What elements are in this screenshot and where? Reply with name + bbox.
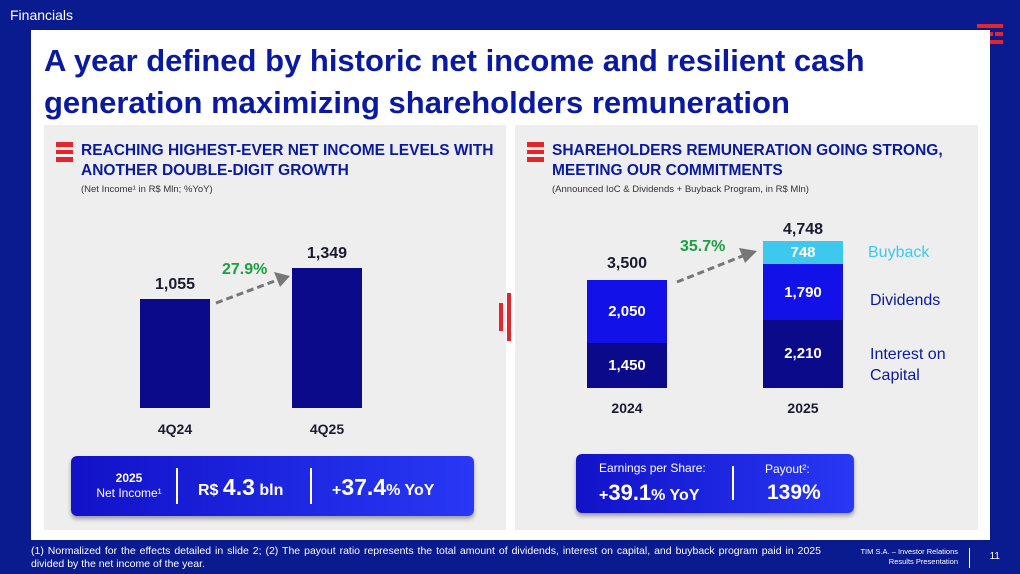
legend-dividends: Dividends	[870, 292, 941, 309]
value-label-4q24: 1,055	[154, 276, 196, 293]
eps-number: 39.1	[608, 480, 652, 505]
yoy-suffix: % YoY	[386, 482, 435, 499]
bar-2024-ioc: 1,450	[587, 343, 667, 388]
segment-label: 2,050	[608, 303, 646, 321]
segment-label: 1,790	[784, 283, 822, 301]
page-number: 11	[989, 551, 1000, 562]
value-label-4q25: 1,349	[306, 245, 348, 262]
eps-prefix: +	[599, 487, 609, 504]
yoy-value: 37.4	[341, 474, 387, 500]
payout-value: 139%	[767, 481, 821, 504]
tim-mark-icon	[56, 142, 73, 162]
category-label-4q24: 4Q24	[157, 421, 193, 437]
summary-divider	[176, 468, 178, 504]
net-income-subtitle: (Net Income¹ in R$ Mln; %YoY)	[81, 184, 213, 195]
footnote: (1) Normalized for the effects detailed …	[31, 545, 821, 570]
slide-title: A year defined by historic net income an…	[44, 43, 865, 120]
eps-label: Earnings per Share:	[599, 461, 706, 475]
section-label: Financials	[10, 7, 74, 23]
eps-suffix: % YoY	[651, 487, 700, 504]
corporate-line1: TIM S.A. – Investor Relations	[860, 547, 958, 556]
eps-payout-box	[576, 454, 854, 513]
segment-label: 748	[790, 244, 816, 262]
summary-year: 2025	[115, 471, 143, 485]
amount: 4.3	[222, 474, 255, 500]
segment-label: 2,210	[784, 345, 822, 363]
legend-buyback: Buyback	[868, 244, 930, 261]
remuneration-heading: SHAREHOLDERS REMUNERATION GOING STRONG, …	[552, 142, 943, 179]
net-income-yoy: +37.4% YoY	[332, 474, 434, 501]
net-income-amount: R$ 4.3 bln	[198, 474, 283, 501]
summary-label: 2025 Net Income¹	[86, 471, 172, 501]
eps-divider	[732, 466, 734, 500]
corporate-line2: Results Presentation	[888, 557, 958, 566]
unit: bln	[259, 482, 284, 499]
bar-2025-ioc: 2,210	[763, 319, 843, 388]
payout-label: Payout²:	[765, 462, 810, 476]
corporate-label: TIM S.A. – Investor Relations Results Pr…	[860, 547, 958, 567]
category-label-2024: 2024	[611, 400, 643, 416]
summary-caption: Net Income¹	[96, 486, 162, 500]
remuneration-growth: 35.7%	[680, 238, 726, 255]
category-label-4q25: 4Q25	[309, 421, 345, 437]
growth-arrow-icon	[215, 272, 290, 305]
net-income-summary-box	[71, 456, 474, 516]
remuneration-subtitle: (Announced IoC & Dividends + Buyback Pro…	[552, 184, 809, 195]
bar-2025-buyback: 748	[763, 241, 843, 265]
net-income-heading: REACHING HIGHEST-EVER NET INCOME LEVELS …	[81, 142, 494, 179]
segment-label: 1,450	[608, 357, 646, 375]
eps-value: +39.1% YoY	[599, 480, 699, 506]
summary-divider-2	[310, 468, 312, 504]
bar-4q25	[292, 268, 362, 408]
bar-2025-dividends: 1,790	[763, 264, 843, 320]
category-label-2025: 2025	[787, 400, 819, 416]
yoy-prefix: +	[332, 482, 342, 499]
footer-divider	[969, 548, 970, 568]
bar-2024-dividends: 2,050	[587, 279, 667, 344]
currency: R$	[198, 482, 219, 499]
bar-4q24	[140, 298, 210, 408]
total-2025: 4,748	[782, 221, 824, 238]
net-income-growth: 27.9%	[222, 261, 268, 278]
total-2024: 3,500	[606, 255, 648, 272]
growth-arrow-icon-2	[676, 248, 757, 284]
tim-mark-icon-2	[527, 142, 544, 162]
legend-ioc: Interest on Capital	[870, 346, 946, 384]
